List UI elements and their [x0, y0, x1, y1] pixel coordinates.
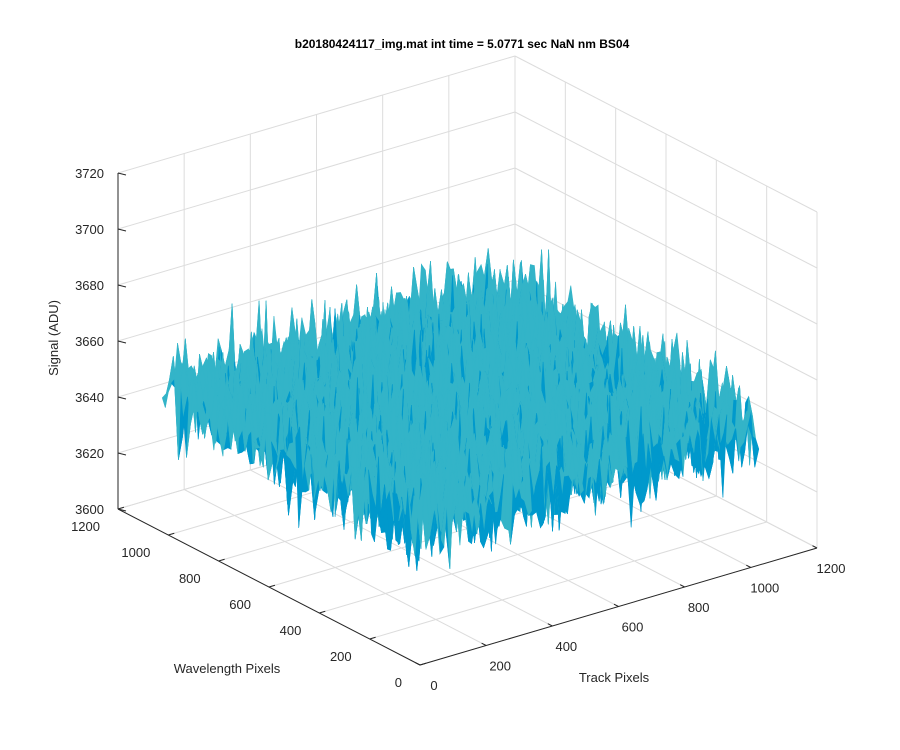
grid-line [117, 111, 516, 230]
grid-line [117, 55, 516, 174]
grid-line [514, 55, 818, 213]
grid-line [319, 495, 717, 614]
grid-line [369, 521, 767, 640]
grid-line [514, 111, 818, 269]
grid-line [514, 223, 818, 381]
surface-mesh [161, 248, 760, 571]
grid-line [117, 223, 516, 342]
grid-line [514, 167, 818, 325]
grid-line [117, 167, 516, 286]
